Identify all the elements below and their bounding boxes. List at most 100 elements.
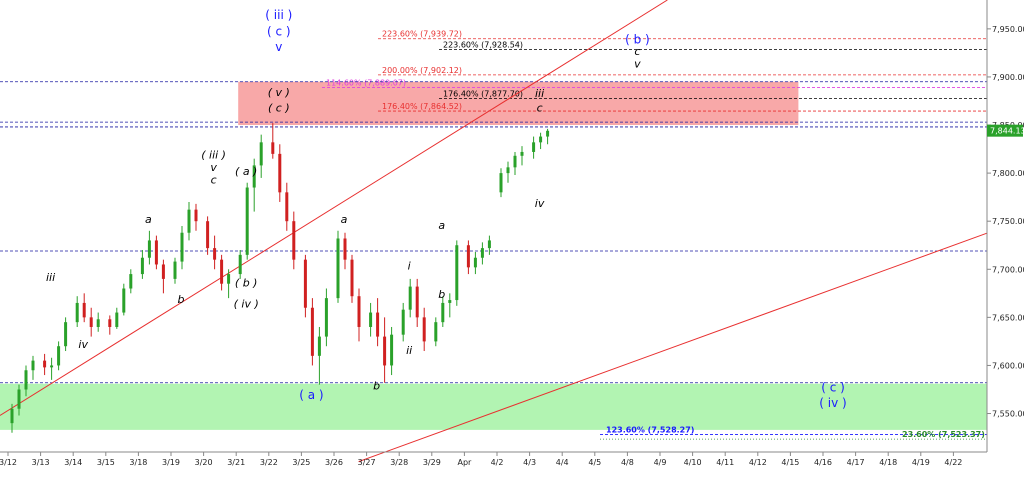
- candle-body: [473, 257, 477, 268]
- wave-label: b: [373, 379, 380, 392]
- candle-body: [122, 288, 126, 313]
- candle-body: [448, 300, 452, 303]
- level-label: 114.60% (7,889.07): [326, 78, 406, 87]
- wave-label: ( a ): [299, 388, 323, 402]
- wave-label: ( iii ): [265, 8, 292, 22]
- candle-body: [24, 370, 28, 390]
- candle-body: [180, 232, 184, 262]
- candle-body: [336, 238, 340, 299]
- x-tick-label: 3/21: [227, 458, 245, 467]
- x-tick-label: 3/27: [358, 458, 376, 467]
- candle-body: [487, 240, 491, 249]
- x-tick-label: 4/17: [847, 458, 865, 467]
- wave-label: ( iii ): [201, 149, 226, 162]
- candle-body: [161, 264, 165, 279]
- x-tick-label: 3/28: [390, 458, 408, 467]
- candle-body: [259, 142, 263, 166]
- candle-body: [147, 240, 151, 258]
- candle-body: [89, 317, 93, 327]
- candle-body: [376, 312, 380, 337]
- wave-label: b: [178, 293, 185, 306]
- candle-body: [278, 153, 282, 193]
- candle-body: [415, 286, 419, 318]
- wave-label: ( v ): [268, 86, 290, 99]
- candle-body: [75, 302, 79, 323]
- x-tick-label: 3/26: [325, 458, 343, 467]
- candle-body: [357, 296, 361, 327]
- candle-body: [422, 317, 426, 342]
- candle-body: [108, 319, 112, 327]
- candle-body: [206, 221, 210, 249]
- level-label: 223.60% (7,939.72): [382, 30, 462, 39]
- wave-label: i: [408, 259, 411, 272]
- x-tick-label: 4/19: [912, 458, 930, 467]
- wave-label: ( c ): [821, 380, 845, 394]
- candle-body: [227, 274, 231, 284]
- y-tick-label: 7,600.00: [992, 361, 1024, 370]
- x-tick-label: 4/11: [716, 458, 734, 467]
- y-tick-label: 7,750.00: [992, 217, 1024, 226]
- x-tick-label: 3/25: [292, 458, 310, 467]
- levels-layer: 223.60% (7,939.72)223.60% (7,928.54) 200.…: [0, 30, 987, 440]
- x-tick-label: 3/12: [0, 458, 17, 467]
- x-tick-label: 4/10: [684, 458, 702, 467]
- trendlines-layer: [0, 0, 994, 463]
- candle-body: [10, 408, 14, 424]
- candle-body: [245, 187, 249, 255]
- x-tick-label: 4/8: [621, 458, 634, 467]
- candle-body: [271, 142, 275, 154]
- last-price-tag: [987, 124, 1023, 137]
- candle-body: [303, 259, 307, 308]
- zones-layer: [0, 81, 987, 430]
- candle-body: [220, 259, 224, 284]
- x-tick-label: 4/18: [879, 458, 897, 467]
- y-tick-label: 7,800.00: [992, 169, 1024, 178]
- x-tick-label: 3/20: [195, 458, 213, 467]
- target-support-zone: [0, 383, 987, 430]
- y-axis-panel: [987, 0, 1024, 489]
- candle-body: [43, 360, 47, 368]
- x-tick-label: 3/19: [162, 458, 180, 467]
- candle-body: [213, 248, 217, 260]
- wave-label: ( iv ): [819, 396, 846, 410]
- x-tick-label: 4/4: [556, 458, 569, 467]
- candle-body: [64, 322, 68, 347]
- wave-label: ( c ): [267, 25, 291, 39]
- wave-label: c: [634, 45, 640, 58]
- wave-label: ( c ): [268, 102, 290, 115]
- wave-label: v: [275, 40, 282, 54]
- candle-body: [434, 322, 438, 342]
- candle-body: [466, 245, 470, 268]
- level-label: 176.40% (7,864.52): [382, 102, 462, 111]
- candle-body: [539, 136, 543, 143]
- candle-body: [252, 165, 256, 188]
- trendline: [358, 230, 994, 463]
- candle-body: [532, 142, 536, 152]
- wave-label: b: [438, 288, 445, 301]
- y-tick-label: 7,700.00: [992, 265, 1024, 274]
- candle-body: [292, 221, 296, 260]
- x-tick-label: 4/2: [491, 458, 504, 467]
- candle-body: [506, 167, 510, 174]
- x-tick-label: 3/22: [260, 458, 278, 467]
- candle-body: [401, 309, 405, 335]
- candle-body: [194, 209, 198, 222]
- target-resistance-zone: [238, 81, 799, 126]
- candle-body: [285, 192, 289, 222]
- candle-body: [140, 257, 144, 275]
- y-tick-label: 7,900.00: [992, 73, 1024, 82]
- y-tick-label: 7,650.00: [992, 313, 1024, 322]
- candle-body: [480, 248, 484, 258]
- level-label: 223.60% (7,928.54): [443, 40, 523, 49]
- x-tick-label: 4/5: [588, 458, 601, 467]
- candle-body: [317, 336, 321, 356]
- wave-label: a: [341, 213, 348, 226]
- x-tick-label: 4/9: [654, 458, 667, 467]
- x-tick-label: 4/22: [944, 458, 962, 467]
- wave-label: ii: [406, 344, 412, 357]
- wave-label: a: [438, 219, 445, 232]
- candle-body: [310, 307, 314, 356]
- candle-body: [408, 286, 412, 310]
